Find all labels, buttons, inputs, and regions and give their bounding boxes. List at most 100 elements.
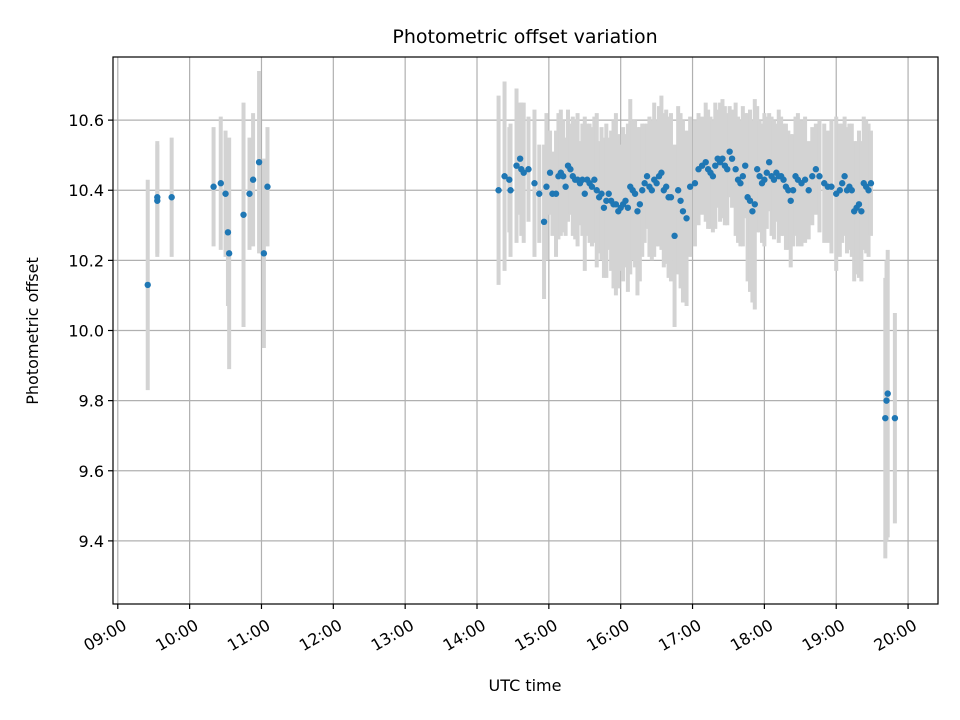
x-tick-label: 12:00 [296,615,345,655]
data-point [867,180,875,187]
x-axis-ticks: 09:00 10:00 11:00 12:00 13:00 14:00 15:00 16:00… [80,604,920,655]
data-point [667,194,675,201]
data-point [631,190,639,197]
x-tick-label: 15:00 [511,615,560,655]
data-point [639,187,646,194]
data-point [719,155,726,162]
data-point [702,158,709,166]
data-point [643,173,651,180]
data-point [581,190,588,197]
y-tick-label: 10.2 [68,251,104,270]
data-point [679,208,687,215]
data-point [841,173,848,180]
data-point [828,183,835,190]
data-point [246,190,253,197]
data-point [739,173,747,180]
data-point [882,414,889,422]
data-point [746,197,754,204]
data-point [848,187,855,194]
x-tick-label: 17:00 [655,615,704,655]
chart-title: Photometric offset variation [392,26,657,48]
data-point [763,169,770,176]
x-tick-label: 20:00 [871,615,920,655]
data-point [709,173,717,180]
data-point [567,166,574,173]
data-point [732,166,739,173]
data-point [495,187,502,194]
data-points [144,148,899,422]
data-point [883,397,890,404]
data-point [217,180,224,187]
data-point [516,155,524,162]
data-point [641,180,648,187]
data-point [737,180,744,187]
x-tick-label: 18:00 [727,615,776,655]
x-tick-label: 09:00 [80,615,129,655]
data-point [222,190,229,197]
data-point [891,414,899,422]
y-tick-label: 10.4 [68,181,104,200]
data-point [753,166,761,173]
data-point [742,162,749,169]
data-point [600,204,608,211]
data-point [531,180,538,187]
data-point [560,173,567,180]
data-point [858,208,865,215]
data-point [624,204,632,211]
data-point [536,190,543,197]
x-tick-label: 14:00 [440,615,489,655]
data-point [789,187,797,194]
data-point [224,229,232,236]
data-point [593,187,600,194]
data-point [622,197,629,204]
data-point [225,250,233,257]
x-axis-label: UTC time [489,676,562,695]
data-point [240,211,247,218]
data-point [805,187,812,194]
data-point [812,166,820,173]
data-point [691,180,699,187]
data-point [255,158,263,166]
data-point [884,390,891,397]
x-tick-label: 19:00 [799,615,848,655]
data-point [562,183,569,190]
x-gridlines [117,57,909,604]
data-point [612,201,620,208]
data-point [210,183,217,190]
y-tick-label: 9.4 [79,532,104,551]
y-axis-ticks: 9.4 9.6 9.8 10.0 10.2 10.4 10.6 [68,111,113,551]
data-point [662,183,670,190]
data-point [540,218,548,226]
x-tick-label: 13:00 [368,615,417,655]
data-point [168,194,175,201]
data-point [648,187,656,194]
data-point [865,187,872,194]
data-point [543,183,550,190]
data-point [501,173,508,180]
x-tick-label: 11:00 [224,615,273,655]
data-point [579,176,586,183]
data-point [552,190,560,197]
data-point [712,162,719,169]
x-tick-label: 10:00 [152,615,201,655]
data-point [686,183,694,190]
data-point [605,190,612,197]
data-point [761,176,768,183]
data-point [525,166,532,173]
data-point [728,155,736,162]
data-point [264,183,271,190]
data-point [513,162,520,169]
data-point [671,232,678,240]
data-point [770,176,778,183]
data-point [636,201,644,208]
error-bars [145,71,897,559]
data-point [506,176,513,183]
data-point [785,187,792,194]
data-point [724,166,731,173]
data-point [154,194,161,201]
x-tick-label: 16:00 [583,615,632,655]
data-point [780,176,787,183]
y-tick-label: 10.0 [68,322,104,341]
data-point [658,169,665,176]
data-point [507,187,514,194]
